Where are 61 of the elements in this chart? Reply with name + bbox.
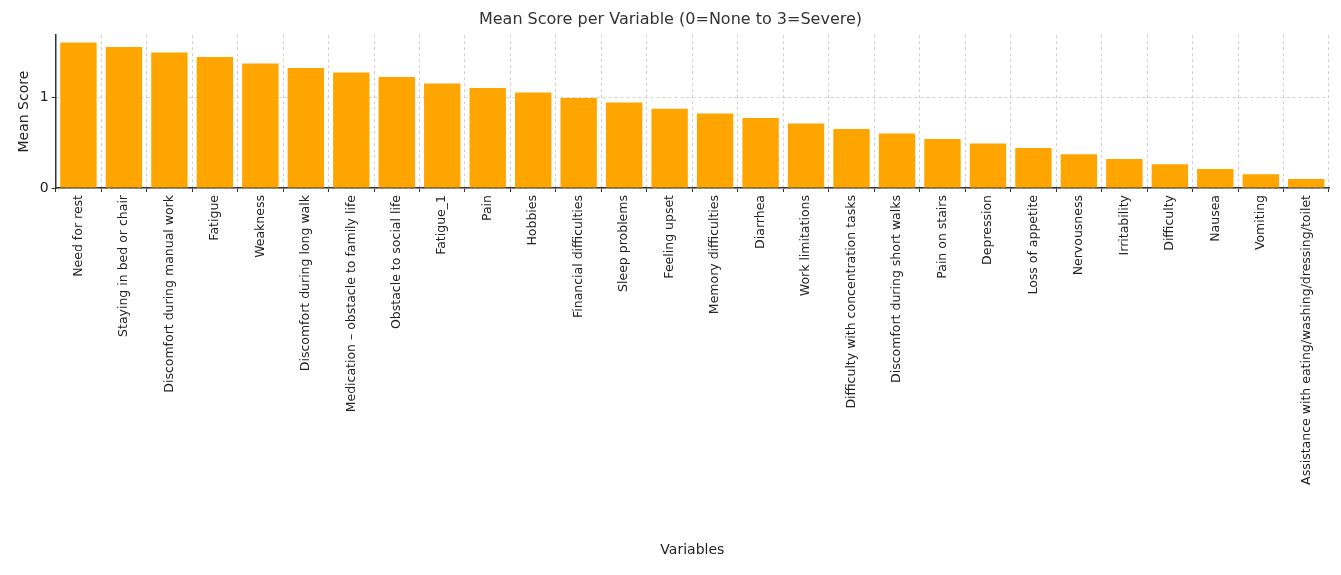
bar (1106, 158, 1143, 188)
bar (105, 47, 143, 188)
x-tick-label: Irritability (1115, 194, 1131, 256)
bar (60, 42, 97, 188)
bar (560, 97, 597, 188)
x-tick-label: Difficulty with concentration tasks (842, 195, 858, 409)
bar (787, 123, 825, 188)
bar (1288, 178, 1325, 188)
bar (651, 108, 688, 188)
bar (878, 133, 916, 188)
x-tick-label: Work limitations (797, 195, 813, 297)
bar (424, 83, 461, 188)
x-tick-label: Pain (478, 195, 494, 222)
bar (196, 57, 234, 188)
x-tick-label: Discomfort during long walk (297, 194, 313, 372)
bar (605, 102, 643, 188)
x-tick-label: Discomfort during manual work (160, 194, 176, 393)
x-tick-label: Medication – obstacle to family life (342, 194, 358, 413)
x-tick-label: Feeling upset (660, 194, 676, 279)
x-axis-title: Variables (660, 541, 725, 558)
bar (1197, 168, 1234, 188)
y-tick-label: 1 (39, 87, 49, 104)
x-tick-label: Weakness (251, 195, 267, 258)
x-tick-label: Hobbies (524, 195, 540, 246)
chart-title: Mean Score per Variable (0=None to 3=Severe) (478, 8, 863, 28)
x-tick-label: Obstacle to social life (388, 194, 404, 330)
x-tick-label: Loss of appetite (1024, 194, 1040, 295)
bar (242, 63, 279, 188)
bar (1151, 164, 1189, 188)
bar (742, 117, 779, 188)
x-tick-label: Financial difficulties (569, 195, 585, 319)
x-tick-label: Vomiting (1252, 195, 1268, 251)
bar (1060, 154, 1098, 188)
y-axis-title: Mean Score (15, 70, 32, 153)
bar (287, 67, 325, 188)
x-tick-label: Staying in bed or chair (115, 194, 131, 337)
bar (696, 113, 734, 188)
bar (924, 138, 961, 188)
bar (151, 52, 188, 188)
x-tick-label: Nervousness (1070, 195, 1086, 276)
x-tick-label: Difficulty (1161, 194, 1177, 251)
bar (333, 72, 370, 188)
bar (1242, 174, 1279, 188)
bar (469, 87, 506, 188)
x-tick-label: Pain on stairs (933, 195, 949, 279)
bar (378, 77, 415, 188)
bar (515, 92, 552, 188)
bar (833, 128, 870, 188)
x-tick-label: Fatigue_1 (433, 195, 449, 255)
y-tick-label: 0 (39, 178, 49, 195)
x-tick-label: Memory difficulties (706, 195, 722, 315)
x-tick-label: Discomfort during short walks (888, 195, 904, 383)
bar (1015, 147, 1052, 188)
x-tick-label: Sleep problems (615, 195, 631, 292)
x-tick-label: Depression (979, 195, 995, 265)
x-tick-label: Assistance with eating/washing/dressing/toilet (1297, 194, 1313, 485)
bar (969, 143, 1007, 188)
x-tick-label: Nausea (1206, 195, 1222, 242)
x-tick-label: Need for rest (69, 194, 85, 277)
x-tick-label: Diarrhea (751, 195, 767, 249)
x-tick-label: Fatigue (206, 194, 222, 241)
